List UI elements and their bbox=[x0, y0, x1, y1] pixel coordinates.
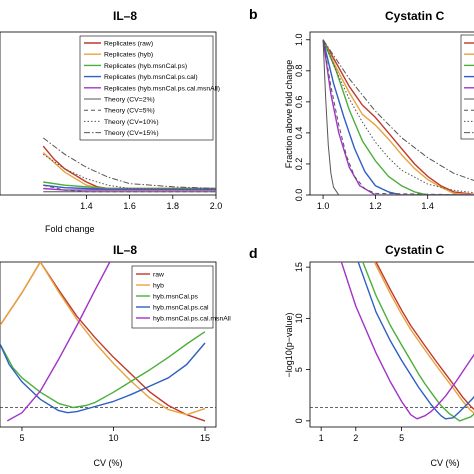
pD-y-tick-label: 5 bbox=[294, 367, 304, 372]
pD-x-tick-label: 5 bbox=[399, 433, 404, 443]
pA-series-replicates-hyb-msncal-ps-cal bbox=[43, 184, 216, 191]
panel-c-series bbox=[0, 262, 216, 422]
legend-a-entry: Replicates (hyb.msnCal.ps.cal.msnAll) bbox=[104, 85, 220, 92]
panel-a-x-label: Fold change bbox=[45, 224, 95, 234]
panel-d-letter: d bbox=[249, 245, 258, 261]
pA-series-theory-cv-10 bbox=[42, 153, 216, 191]
pA-series-theory-cv-15 bbox=[42, 137, 216, 189]
pC-series-hyb-msncal-ps-cal bbox=[0, 342, 206, 414]
pA-x-tick-label: 1.8 bbox=[167, 201, 180, 211]
panel-d-x-label: CV (%) bbox=[431, 458, 460, 468]
legend-a-entry: Replicates (raw) bbox=[104, 41, 153, 48]
panel-a-series bbox=[42, 137, 216, 193]
pA-x-tick-label: 1.6 bbox=[123, 201, 136, 211]
pC-x-tick-label: 10 bbox=[108, 433, 118, 443]
legend-c-entry: raw bbox=[153, 272, 164, 279]
pB-y-tick-label: 1.0 bbox=[294, 34, 304, 47]
legend-a-entry: Theory (CV=2%) bbox=[104, 97, 155, 104]
pB-series-theory-cv-2 bbox=[322, 39, 474, 195]
panel-d-frame bbox=[309, 261, 474, 428]
pD-series-hyb-msncal-ps-cal bbox=[357, 262, 474, 420]
panel-b-title: Cystatin C bbox=[385, 9, 445, 23]
panel-b-x-ticks: 1.0 1.2 1.4 bbox=[317, 195, 434, 211]
panel-b-y-label: Fraction above fold change bbox=[284, 60, 294, 169]
panel-d-y-ticks: 0 5 10 15 bbox=[294, 262, 310, 423]
pC-x-tick-label: 5 bbox=[19, 433, 24, 443]
pC-series-hyb bbox=[0, 262, 206, 416]
panel-c-il8-cv: IL–8 5 10 15 CV (%) raw hyb hyb.msnCal.ps hyb… bbox=[0, 243, 231, 468]
pA-series-theory-cv-5 bbox=[43, 184, 216, 193]
pD-y-tick-label: 15 bbox=[294, 262, 304, 272]
legend-a-entry: Theory (CV=15%) bbox=[104, 130, 159, 137]
panel-d-x-ticks: 1 2 5 bbox=[319, 427, 404, 443]
pB-y-tick-label: 0.0 bbox=[294, 189, 304, 202]
panel-a-title: IL–8 bbox=[113, 9, 137, 23]
pB-series-replicates-hyb bbox=[322, 39, 474, 195]
pD-y-tick-label: 10 bbox=[294, 313, 304, 323]
panel-b-cystatin-fold-change: b Cystatin C 1.0 1.2 1.4 0.0 0.2 0.4 0.6 0.8 1.… bbox=[249, 6, 474, 211]
pB-series-theory-cv-10 bbox=[322, 39, 474, 194]
legend-a-entry: Replicates (hyb.msnCal.ps) bbox=[104, 63, 187, 70]
pB-series-replicates-hyb-msncal-ps-cal-msnall bbox=[322, 39, 474, 195]
pC-series-hyb-msncal-ps-cal-msnall bbox=[6, 262, 111, 422]
panel-d-y-label: −log10(p−value) bbox=[284, 312, 294, 377]
pC-x-tick-label: 15 bbox=[200, 433, 210, 443]
panel-a-il8-fold-change: IL–8 1.4 1.6 1.8 2.0 Fold change Replicates… bbox=[0, 9, 222, 234]
pB-y-tick-label: 0.8 bbox=[294, 65, 304, 78]
panel-a-frame bbox=[0, 31, 217, 196]
pD-series-raw bbox=[375, 262, 474, 411]
pD-x-tick-label: 2 bbox=[353, 433, 358, 443]
pD-series-hyb bbox=[373, 262, 474, 414]
pA-x-tick-label: 2.0 bbox=[210, 201, 223, 211]
pB-x-tick-label: 1.4 bbox=[421, 201, 434, 211]
panel-a-x-ticks: 1.4 1.6 1.8 2.0 bbox=[80, 195, 222, 211]
pD-series-hyb-msncal-ps bbox=[362, 262, 474, 422]
panel-b-y-ticks: 0.0 0.2 0.4 0.6 0.8 1.0 bbox=[294, 34, 310, 202]
panel-b-series bbox=[322, 39, 474, 195]
pB-y-tick-label: 0.6 bbox=[294, 96, 304, 109]
pD-series-hyb-msncal-ps-cal-msnall bbox=[340, 262, 474, 420]
legend-c-entry: hyb.msnCal.ps.cal bbox=[153, 305, 209, 312]
legend-a-entry: Theory (CV=5%) bbox=[104, 108, 155, 115]
panel-b-legend-stub bbox=[460, 34, 474, 140]
panel-b-letter: b bbox=[249, 6, 258, 22]
panel-d-series bbox=[310, 262, 474, 422]
pD-x-tick-label: 1 bbox=[319, 433, 324, 443]
pA-series-replicates-raw bbox=[42, 145, 216, 190]
panel-c-frame bbox=[0, 261, 217, 428]
panel-c-legend: raw hyb hyb.msnCal.ps hyb.msnCal.ps.cal hyb.… bbox=[131, 265, 231, 329]
panel-a-legend-box bbox=[79, 35, 214, 141]
panel-a-legend: Replicates (raw) Replicates (hyb) Replicat… bbox=[79, 35, 220, 141]
legend-a-entry: Theory (CV=10%) bbox=[104, 119, 159, 126]
pB-series-theory-cv-5 bbox=[322, 39, 474, 195]
legend-c-entry: hyb.msnCal.ps.cal.msnAll bbox=[153, 316, 231, 323]
legend-a-entry: Replicates (hyb.msnCal.ps.cal) bbox=[104, 74, 198, 81]
pB-series-replicates-raw bbox=[322, 39, 474, 195]
pA-x-tick-label: 1.4 bbox=[80, 201, 93, 211]
panel-b-legend-box bbox=[460, 34, 474, 140]
pB-x-tick-label: 1.0 bbox=[317, 201, 330, 211]
pD-y-tick-label: 0 bbox=[294, 418, 304, 423]
pC-series-hyb-msncal-ps bbox=[0, 331, 206, 409]
legend-c-entry: hyb bbox=[153, 283, 164, 290]
panel-c-x-ticks: 5 10 15 bbox=[19, 427, 210, 443]
legend-c-entry: hyb.msnCal.ps bbox=[153, 294, 199, 301]
panel-c-title: IL–8 bbox=[113, 243, 137, 257]
panel-d-title: Cystatin C bbox=[385, 243, 445, 257]
legend-a-entry: Replicates (hyb) bbox=[104, 52, 153, 59]
pB-series-theory-cv-15 bbox=[322, 39, 474, 182]
pB-y-tick-label: 0.2 bbox=[294, 158, 304, 171]
panel-c-x-label: CV (%) bbox=[94, 458, 123, 468]
pB-x-tick-label: 1.2 bbox=[369, 201, 382, 211]
pB-series-replicates-hyb-msncal-ps bbox=[322, 39, 474, 195]
pB-y-tick-label: 0.4 bbox=[294, 127, 304, 140]
